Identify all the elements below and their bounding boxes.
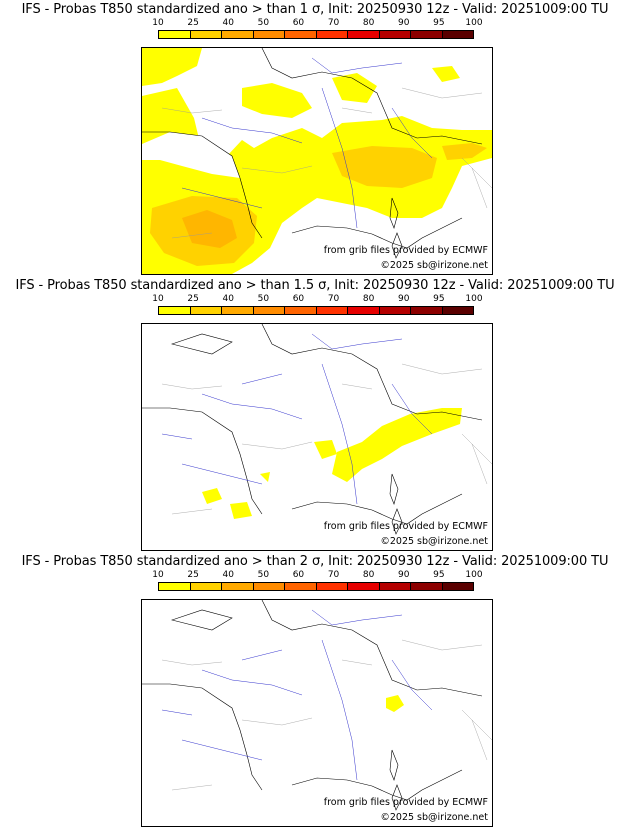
probability-shading-1p5sigma: [202, 408, 462, 519]
colorbar-segment: [316, 31, 348, 38]
colorbar-segment: [411, 307, 443, 314]
colorbar-segment: [253, 307, 285, 314]
probability-shading-1sigma: [142, 48, 492, 274]
colorbar-tick-label: 95: [433, 294, 445, 304]
map-panel-1sigma: IFS - Probas T850 standardized ano > tha…: [0, 0, 630, 276]
colorbar-segment: [222, 583, 254, 590]
credit-source: from grib files provided by ECMWF: [323, 245, 488, 256]
credit-source: from grib files provided by ECMWF: [323, 797, 488, 808]
colorbar-segment: [442, 307, 473, 314]
colorbar-tick-label: 40: [222, 18, 234, 28]
colorbar-tick-label: 95: [433, 18, 445, 28]
map-graphic: [142, 48, 492, 274]
colorbar-segment: [285, 31, 317, 38]
colorbar-segment: [253, 31, 285, 38]
colorbar-segment: [316, 307, 348, 314]
colorbar-tick-label: 50: [257, 294, 270, 304]
colorbar-tick-label: 60: [292, 18, 305, 28]
colorbar-tick-label: 50: [257, 18, 270, 28]
map-panel-2sigma: IFS - Probas T850 standardized ano > tha…: [0, 552, 630, 828]
colorbar-tick-label: 50: [257, 570, 270, 580]
credit-source: from grib files provided by ECMWF: [323, 521, 488, 532]
colorbar-tick-label: 10: [152, 294, 164, 304]
colorbar-segment: [253, 583, 285, 590]
colorbar-segment: [159, 307, 191, 314]
colorbar-tick-label: 60: [292, 294, 305, 304]
colorbar-tick-label: 40: [222, 294, 234, 304]
colorbar-tick-label: 70: [327, 570, 340, 580]
colorbar-segment: [348, 31, 380, 38]
credit-copyright: ©2025 sb@irizone.net: [380, 536, 488, 547]
colorbar-tick-label: 90: [398, 294, 410, 304]
colorbar-tick-label: 80: [362, 294, 375, 304]
panel-title: IFS - Probas T850 standardized ano > tha…: [21, 2, 609, 17]
panel-title: IFS - Probas T850 standardized ano > tha…: [21, 554, 609, 569]
colorbar-tick-label: 70: [327, 294, 340, 304]
colorbar-tick-label: 90: [398, 570, 410, 580]
colorbar-tick-label: 80: [362, 570, 375, 580]
colorbar-segment: [190, 307, 222, 314]
panel-title: IFS - Probas T850 standardized ano > tha…: [15, 278, 615, 293]
colorbar-tick-label: 100: [465, 294, 483, 304]
colorbar-tick-label: 80: [362, 18, 375, 28]
colorbar-ticks: 10 25 40 50 60 70 80 90 95 100: [152, 570, 482, 581]
colorbar-tick-label: 25: [187, 18, 199, 28]
colorbar-segment: [190, 31, 222, 38]
colorbar-segment: [379, 307, 411, 314]
colorbar-tick-label: 100: [465, 570, 483, 580]
colorbar: [158, 30, 474, 39]
colorbar-segment: [442, 31, 473, 38]
colorbar-tick-label: 90: [398, 18, 410, 28]
map-area: from grib files provided by ECMWF ©2025 …: [141, 599, 493, 827]
map-graphic: [142, 600, 492, 811]
map-panel-1p5sigma: IFS - Probas T850 standardized ano > tha…: [0, 276, 630, 552]
map-area: from grib files provided by ECMWF ©2025 …: [141, 323, 493, 551]
colorbar-segment: [222, 31, 254, 38]
map-area: from grib files provided by ECMWF ©2025 …: [141, 47, 493, 275]
colorbar-segment: [348, 583, 380, 590]
colorbar-segment: [190, 583, 222, 590]
probability-shading-2sigma: [386, 695, 404, 712]
colorbar-tick-label: 95: [433, 570, 445, 580]
colorbar-segment: [379, 583, 411, 590]
colorbar-segment: [159, 583, 191, 590]
colorbar-segment: [159, 31, 191, 38]
colorbar: [158, 306, 474, 315]
colorbar-segment: [379, 31, 411, 38]
colorbar-tick-label: 60: [292, 570, 305, 580]
colorbar-segment: [285, 307, 317, 314]
colorbar-segment: [285, 583, 317, 590]
colorbar-tick-label: 25: [187, 570, 199, 580]
colorbar-ticks: 10 25 40 50 60 70 80 90 95 100: [152, 294, 482, 305]
colorbar-tick-label: 10: [152, 570, 164, 580]
credit-copyright: ©2025 sb@irizone.net: [380, 812, 488, 823]
colorbar: [158, 582, 474, 591]
colorbar-tick-label: 40: [222, 570, 234, 580]
colorbar-ticks: 10 25 40 50 60 70 80 90 95 100: [152, 18, 482, 29]
colorbar-tick-label: 100: [465, 18, 483, 28]
colorbar-tick-label: 25: [187, 294, 199, 304]
map-graphic: [142, 324, 492, 535]
colorbar-segment: [222, 307, 254, 314]
colorbar-segment: [348, 307, 380, 314]
colorbar-segment: [316, 583, 348, 590]
colorbar-tick-label: 70: [327, 18, 340, 28]
colorbar-segment: [442, 583, 473, 590]
colorbar-segment: [411, 583, 443, 590]
colorbar-segment: [411, 31, 443, 38]
colorbar-tick-label: 10: [152, 18, 164, 28]
credit-copyright: ©2025 sb@irizone.net: [380, 260, 488, 271]
